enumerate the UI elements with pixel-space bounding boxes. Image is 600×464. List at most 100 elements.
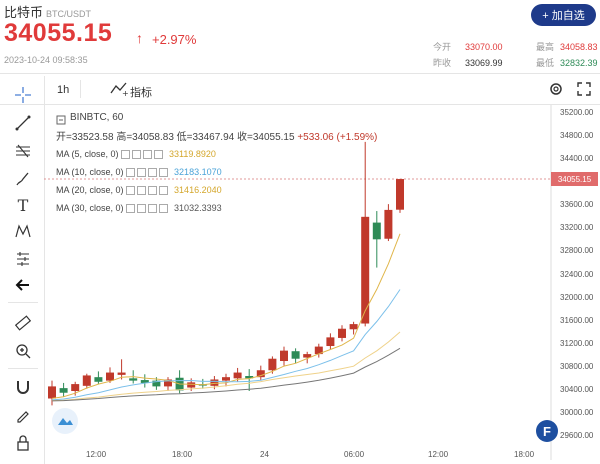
y-tick-label: 34800.00 xyxy=(560,131,594,141)
candle-body xyxy=(384,209,393,239)
candle-body xyxy=(117,372,126,375)
brush-icon[interactable] xyxy=(14,170,32,188)
price-chart[interactable] xyxy=(44,105,600,464)
settings-icon[interactable] xyxy=(548,81,564,102)
chart-collapse-icon[interactable] xyxy=(56,112,66,130)
candle-body xyxy=(372,222,381,240)
ma-line-20 xyxy=(51,331,401,402)
ma-row[interactable]: MA (5, close, 0) 33119.8920 xyxy=(56,149,216,160)
candle-body xyxy=(222,377,230,381)
ma-line-5 xyxy=(51,233,401,399)
x-tick-label: 12:00 xyxy=(428,450,449,459)
lock-icon[interactable] xyxy=(14,434,32,452)
cloud-logo-icon xyxy=(52,408,78,434)
candle-body xyxy=(233,372,242,379)
candle-body xyxy=(106,372,114,381)
legend-change: +533.06 (+1.59%) xyxy=(297,132,378,143)
y-tick-label: 30400.00 xyxy=(560,384,594,394)
y-tick-label: 31200.00 xyxy=(560,338,594,348)
candle-body xyxy=(338,328,346,338)
y-tick-label: 30800.00 xyxy=(560,361,594,371)
up-arrow-icon: ↑ xyxy=(136,30,143,46)
stat-prev-close: 昨收 33069.99 xyxy=(433,58,503,68)
f-logo-icon: F xyxy=(536,420,558,442)
candle-body xyxy=(245,376,254,379)
y-tick-label: 30000.00 xyxy=(560,407,594,417)
candle-body xyxy=(210,379,219,386)
candle-body xyxy=(349,324,358,330)
ma-row[interactable]: MA (20, close, 0) 31416.2040 xyxy=(56,185,222,196)
candle-body xyxy=(94,377,103,382)
candle-body xyxy=(48,386,56,399)
candle-body xyxy=(326,337,335,347)
header-divider xyxy=(0,73,600,74)
candle-body xyxy=(314,346,323,355)
stat-high: 最高 34058.83 xyxy=(536,42,598,52)
x-tick-label: 18:00 xyxy=(172,450,193,459)
change-percent: +2.97% xyxy=(152,32,197,47)
x-tick-label: 18:00 xyxy=(514,450,535,459)
back-arrow-icon[interactable] xyxy=(14,276,32,294)
candle-body xyxy=(71,384,80,392)
interval-selector[interactable]: 1h xyxy=(57,84,70,96)
last-price: 34055.15 xyxy=(4,19,113,47)
current-price-tag: 34055.15 xyxy=(551,172,598,186)
stat-open: 今开 33070.00 xyxy=(433,42,503,52)
y-tick-label: 29600.00 xyxy=(560,431,594,440)
candle-body xyxy=(291,351,300,359)
zoom-in-icon[interactable] xyxy=(14,342,32,360)
trend-line-icon[interactable] xyxy=(14,114,32,132)
candle-body xyxy=(187,382,196,388)
ruler-icon[interactable] xyxy=(14,314,32,332)
y-tick-label: 32800.00 xyxy=(560,246,594,256)
pattern-tool-icon[interactable] xyxy=(14,222,32,240)
ma-row[interactable]: MA (30, close, 0) 31032.3393 xyxy=(56,203,222,214)
timestamp: 2023-10-24 09:58:35 xyxy=(4,55,88,65)
asset-name: 比特币 BTC/USDT xyxy=(4,5,92,20)
toolbar-bottom-divider xyxy=(0,104,600,105)
stat-low: 最低 32832.39 xyxy=(536,58,598,68)
measure-tool-icon[interactable] xyxy=(14,250,32,268)
ma-line-30 xyxy=(51,347,401,402)
ohlc-values: 开=33523.58 高=34058.83 低=33467.94 收=34055… xyxy=(56,132,378,143)
candle-body xyxy=(361,216,370,324)
ma-row[interactable]: MA (10, close, 0) 32183.1070 xyxy=(56,167,222,178)
candle-body xyxy=(256,370,265,378)
y-tick-label: 33200.00 xyxy=(560,223,594,233)
tools-separator-2 xyxy=(8,368,38,369)
add-watchlist-button[interactable]: + 加自选 xyxy=(531,4,596,26)
fullscreen-icon[interactable] xyxy=(576,81,592,102)
crosshair-icon[interactable] xyxy=(14,86,32,104)
candle-body xyxy=(303,354,312,358)
candle-body xyxy=(82,375,91,386)
x-tick-label: 24 xyxy=(260,450,269,459)
y-tick-label: 32000.00 xyxy=(560,292,594,302)
x-tick-label: 12:00 xyxy=(86,450,107,459)
x-tick-label: 06:00 xyxy=(344,450,365,459)
y-tick-label: 33600.00 xyxy=(560,200,594,210)
y-tick-label: 31600.00 xyxy=(560,315,594,325)
svg-text:+: + xyxy=(122,89,128,97)
ma-line-10 xyxy=(51,289,401,401)
toolbar-separator xyxy=(80,80,81,98)
candle-body xyxy=(268,358,277,371)
magnet-icon[interactable] xyxy=(14,378,32,396)
left-toolbar-divider xyxy=(44,76,45,464)
pair-label: BTC/USDT xyxy=(46,9,92,19)
candle-body xyxy=(396,179,404,210)
candle-body xyxy=(59,388,68,393)
draw-lock-icon[interactable] xyxy=(14,406,32,424)
candle-body xyxy=(164,379,172,387)
indicators-icon[interactable]: + xyxy=(110,81,129,102)
y-tick-label: 32400.00 xyxy=(560,269,594,279)
candle-body xyxy=(129,378,138,381)
tools-separator xyxy=(8,302,38,303)
fib-tool-icon[interactable] xyxy=(14,142,32,160)
y-tick-label: 34400.00 xyxy=(560,154,594,164)
candle-body xyxy=(152,380,161,387)
text-tool-icon[interactable]: T xyxy=(17,195,29,215)
candle-body xyxy=(140,380,149,383)
symbol-label: BINBTC, 60 xyxy=(70,112,124,123)
indicators-button[interactable]: 指标 xyxy=(130,87,152,99)
y-tick-label: 35200.00 xyxy=(560,108,594,117)
